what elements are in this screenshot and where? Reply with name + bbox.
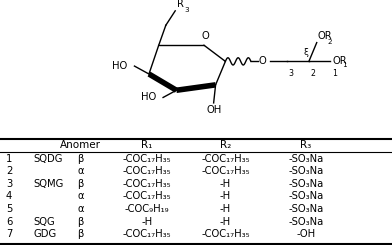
Text: 2: 2 — [6, 166, 12, 176]
Text: β: β — [77, 229, 83, 239]
Text: HO: HO — [141, 92, 156, 102]
Text: O: O — [259, 56, 267, 66]
Text: Anomer: Anomer — [60, 140, 101, 150]
Text: α: α — [77, 204, 83, 214]
Text: -SO₃Na: -SO₃Na — [288, 179, 323, 189]
Text: OH: OH — [206, 105, 221, 115]
Text: -H: -H — [220, 204, 231, 214]
Text: -COC₁₇H₃₅: -COC₁₇H₃₅ — [201, 166, 250, 176]
Text: β: β — [77, 217, 83, 227]
Text: HO: HO — [112, 61, 127, 71]
Text: -COC₁₇H₃₅: -COC₁₇H₃₅ — [123, 179, 171, 189]
Text: -H: -H — [220, 179, 231, 189]
Text: ξ: ξ — [303, 48, 308, 57]
Text: 1: 1 — [6, 154, 12, 164]
Text: SQDG: SQDG — [33, 154, 63, 164]
Text: 2: 2 — [328, 39, 332, 45]
Text: OR: OR — [318, 31, 332, 41]
Text: -COC₉H₁₉: -COC₉H₁₉ — [125, 204, 169, 214]
Text: GDG: GDG — [33, 229, 56, 239]
Text: 1: 1 — [342, 62, 347, 68]
Text: SQMG: SQMG — [33, 179, 64, 189]
Text: -COC₁₇H₃₅: -COC₁₇H₃₅ — [123, 166, 171, 176]
Text: -COC₁₇H₃₅: -COC₁₇H₃₅ — [123, 192, 171, 201]
Text: 1: 1 — [332, 69, 337, 78]
Text: 2: 2 — [310, 69, 315, 78]
Text: -COC₁₇H₃₅: -COC₁₇H₃₅ — [201, 154, 250, 164]
Text: -SO₃Na: -SO₃Na — [288, 217, 323, 227]
Text: -COC₁₇H₃₅: -COC₁₇H₃₅ — [201, 229, 250, 239]
Text: -SO₃Na: -SO₃Na — [288, 166, 323, 176]
Text: 6: 6 — [6, 217, 12, 227]
Text: β: β — [77, 154, 83, 164]
Text: -COC₁₇H₃₅: -COC₁₇H₃₅ — [123, 229, 171, 239]
Text: -COC₁₇H₃₅: -COC₁₇H₃₅ — [123, 154, 171, 164]
Text: -H: -H — [220, 217, 231, 227]
Text: 3: 3 — [185, 7, 189, 13]
Text: 3: 3 — [289, 69, 294, 78]
Text: R₂: R₂ — [220, 140, 231, 150]
Text: -H: -H — [220, 192, 231, 201]
Text: O: O — [202, 31, 210, 41]
Text: β: β — [77, 179, 83, 189]
Text: -SO₃Na: -SO₃Na — [288, 204, 323, 214]
Text: -SO₃Na: -SO₃Na — [288, 154, 323, 164]
Text: R₁: R₁ — [141, 140, 153, 150]
Text: R: R — [177, 0, 184, 9]
Text: OR: OR — [332, 56, 347, 66]
Text: -H: -H — [142, 217, 152, 227]
Text: 4: 4 — [6, 192, 12, 201]
Text: α: α — [77, 192, 83, 201]
Text: α: α — [77, 166, 83, 176]
Text: -SO₃Na: -SO₃Na — [288, 192, 323, 201]
Text: 5: 5 — [6, 204, 12, 214]
Text: SQG: SQG — [33, 217, 55, 227]
Text: 7: 7 — [6, 229, 12, 239]
Text: -OH: -OH — [296, 229, 315, 239]
Text: R₃: R₃ — [300, 140, 311, 150]
Text: 3: 3 — [6, 179, 12, 189]
